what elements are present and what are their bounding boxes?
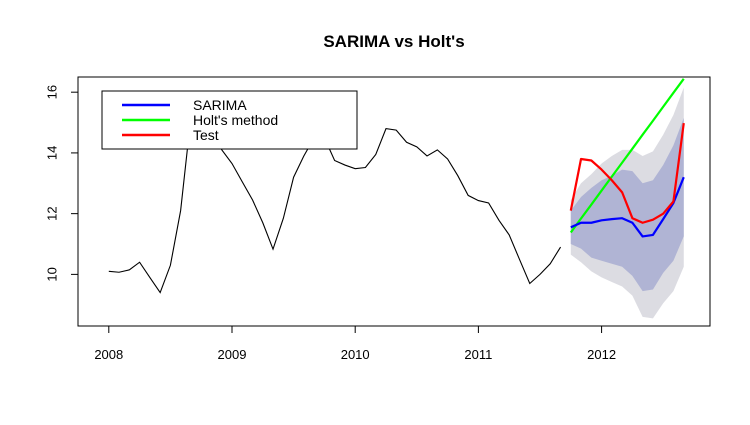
y-tick-label: 14 <box>45 146 60 160</box>
y-tick-label: 10 <box>45 267 60 281</box>
legend-label: SARIMA <box>193 97 247 113</box>
chart-title: SARIMA vs Holt's <box>323 32 464 51</box>
x-axis: 2008 2009 2010 2011 2012 <box>94 325 616 362</box>
series-line-test <box>569 123 685 224</box>
x-tick-label: 2009 <box>218 347 247 362</box>
legend-label: Holt's method <box>193 112 278 128</box>
series-lines <box>108 78 685 294</box>
x-tick-label: 2008 <box>94 347 123 362</box>
series-line-sarima <box>570 176 685 238</box>
y-axis: 10 12 14 16 <box>45 85 79 282</box>
x-tick-label: 2010 <box>341 347 370 362</box>
y-tick-label: 16 <box>45 85 60 99</box>
x-tick-label: 2011 <box>464 347 492 362</box>
series-line-holt-s-method <box>569 78 685 234</box>
plot-area <box>108 78 685 319</box>
history-line <box>108 103 562 294</box>
legend-label: Test <box>193 127 219 143</box>
y-tick-label: 12 <box>45 206 60 220</box>
x-tick-label: 2012 <box>587 347 616 362</box>
